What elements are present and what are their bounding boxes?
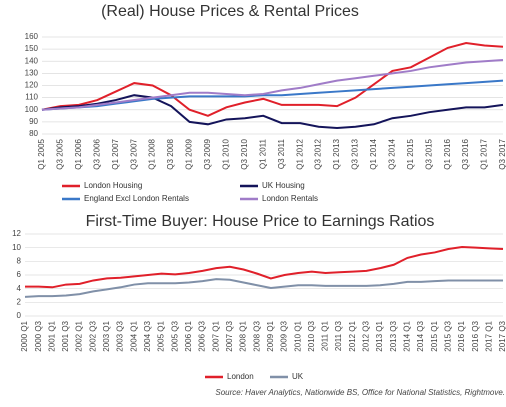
x-tick-label: Q1 2012 bbox=[295, 138, 304, 169]
legend-label: London Housing bbox=[84, 181, 142, 190]
legend-label: England Excl London Rentals bbox=[84, 194, 189, 203]
x-tick-label: 2007 Q3 bbox=[225, 320, 234, 351]
y-tick-label: 160 bbox=[25, 32, 39, 41]
x-tick-label: 2012 Q3 bbox=[362, 320, 371, 351]
x-tick-label: Q3 2007 bbox=[129, 138, 138, 169]
y-tick-label: 2 bbox=[17, 297, 22, 306]
y-tick-label: 140 bbox=[25, 56, 39, 65]
x-tick-label: 2001 Q3 bbox=[61, 320, 70, 351]
x-tick-label: Q3 2014 bbox=[387, 138, 396, 169]
x-tick-label: 2000 Q3 bbox=[34, 320, 43, 351]
x-tick-label: Q1 2006 bbox=[74, 138, 83, 169]
x-tick-label: 2009 Q1 bbox=[266, 320, 275, 351]
legend-label: London Rentals bbox=[262, 194, 318, 203]
x-tick-label: Q1 2008 bbox=[148, 138, 157, 169]
x-tick-label: Q1 2010 bbox=[222, 138, 231, 169]
x-tick-label: 2015 Q3 bbox=[443, 320, 452, 351]
x-tick-label: Q1 2017 bbox=[480, 138, 489, 169]
x-tick-label: Q1 2009 bbox=[185, 138, 194, 169]
y-tick-label: 150 bbox=[25, 44, 39, 53]
source-note: Source: Haver Analytics, Nationwide BS, … bbox=[215, 388, 505, 397]
x-tick-label: 2015 Q1 bbox=[430, 320, 439, 351]
x-tick-label: Q3 2015 bbox=[424, 138, 433, 169]
x-tick-label: Q1 2013 bbox=[332, 138, 341, 169]
x-tick-label: Q1 2016 bbox=[443, 138, 452, 169]
x-tick-label: 2010 Q1 bbox=[293, 320, 302, 351]
x-tick-label: 2008 Q3 bbox=[252, 320, 261, 351]
x-tick-label: 2017 Q1 bbox=[484, 320, 493, 351]
x-tick-label: Q1 2015 bbox=[406, 138, 415, 169]
x-tick-label: 2003 Q3 bbox=[116, 320, 125, 351]
x-tick-label: 2004 Q3 bbox=[143, 320, 152, 351]
x-tick-label: 2013 Q1 bbox=[375, 320, 384, 351]
x-tick-label: Q3 2017 bbox=[498, 138, 506, 169]
x-tick-label: 2003 Q1 bbox=[102, 320, 111, 351]
y-tick-label: 110 bbox=[25, 93, 38, 102]
y-tick-label: 120 bbox=[25, 81, 39, 90]
x-tick-label: 2011 Q1 bbox=[321, 320, 330, 351]
x-tick-label: 2009 Q3 bbox=[280, 320, 289, 351]
x-tick-label: 2005 Q1 bbox=[157, 320, 166, 351]
x-tick-label: Q3 2006 bbox=[92, 138, 101, 169]
series-line bbox=[41, 59, 504, 111]
x-tick-label: 2006 Q3 bbox=[198, 320, 207, 351]
x-tick-label: Q1 2007 bbox=[111, 138, 120, 169]
chart-title: (Real) House Prices & Rental Prices bbox=[101, 3, 359, 20]
x-tick-label: 2016 Q1 bbox=[457, 320, 466, 351]
x-tick-label: 2008 Q1 bbox=[239, 320, 248, 351]
x-tick-label: Q3 2012 bbox=[314, 138, 323, 169]
y-tick-label: 0 bbox=[17, 311, 22, 320]
x-tick-label: Q3 2005 bbox=[56, 138, 65, 169]
x-tick-label: 2001 Q1 bbox=[47, 320, 56, 351]
y-tick-label: 130 bbox=[25, 68, 39, 77]
x-tick-label: Q1 2011 bbox=[258, 138, 267, 169]
x-tick-label: 2013 Q3 bbox=[389, 320, 398, 351]
chart-title: First-Time Buyer: House Price to Earning… bbox=[86, 213, 435, 230]
x-tick-label: 2000 Q1 bbox=[20, 320, 29, 351]
x-tick-label: 2016 Q3 bbox=[471, 320, 480, 351]
x-tick-label: Q3 2008 bbox=[166, 138, 175, 169]
legend-label: UK Housing bbox=[262, 181, 305, 190]
x-tick-label: 2002 Q3 bbox=[88, 320, 97, 351]
y-tick-label: 6 bbox=[17, 270, 22, 279]
x-tick-label: 2017 Q3 bbox=[498, 320, 506, 351]
legend-label: London bbox=[227, 372, 254, 381]
x-tick-label: 2007 Q1 bbox=[211, 320, 220, 351]
legend-label: UK bbox=[292, 372, 304, 381]
y-tick-label: 12 bbox=[12, 229, 21, 238]
y-tick-label: 4 bbox=[17, 284, 22, 293]
y-tick-label: 10 bbox=[12, 243, 21, 252]
x-tick-label: Q3 2010 bbox=[240, 138, 249, 169]
x-tick-label: Q3 2013 bbox=[351, 138, 360, 169]
x-tick-label: 2014 Q3 bbox=[416, 320, 425, 351]
x-tick-label: 2012 Q1 bbox=[348, 320, 357, 351]
x-tick-label: 2006 Q1 bbox=[184, 320, 193, 351]
series-line bbox=[25, 245, 504, 289]
x-tick-label: Q1 2005 bbox=[37, 138, 46, 169]
x-tick-label: 2004 Q1 bbox=[129, 320, 138, 351]
x-tick-label: Q3 2016 bbox=[461, 138, 470, 169]
x-tick-label: Q3 2011 bbox=[277, 138, 286, 169]
series-line bbox=[24, 278, 503, 298]
series-line bbox=[41, 42, 504, 117]
x-tick-label: 2011 Q3 bbox=[334, 320, 343, 351]
y-tick-label: 8 bbox=[17, 256, 22, 265]
x-tick-label: 2005 Q3 bbox=[170, 320, 179, 351]
x-tick-label: Q1 2014 bbox=[369, 138, 378, 169]
x-tick-label: 2014 Q1 bbox=[403, 320, 412, 351]
series-line bbox=[41, 94, 504, 129]
x-tick-label: 2010 Q3 bbox=[307, 320, 316, 351]
x-tick-label: Q3 2009 bbox=[203, 138, 212, 169]
y-tick-label: 100 bbox=[25, 105, 39, 114]
x-tick-label: 2002 Q1 bbox=[75, 320, 84, 351]
y-tick-label: 80 bbox=[29, 129, 38, 138]
series-line bbox=[41, 79, 504, 111]
y-tick-label: 90 bbox=[29, 117, 38, 126]
